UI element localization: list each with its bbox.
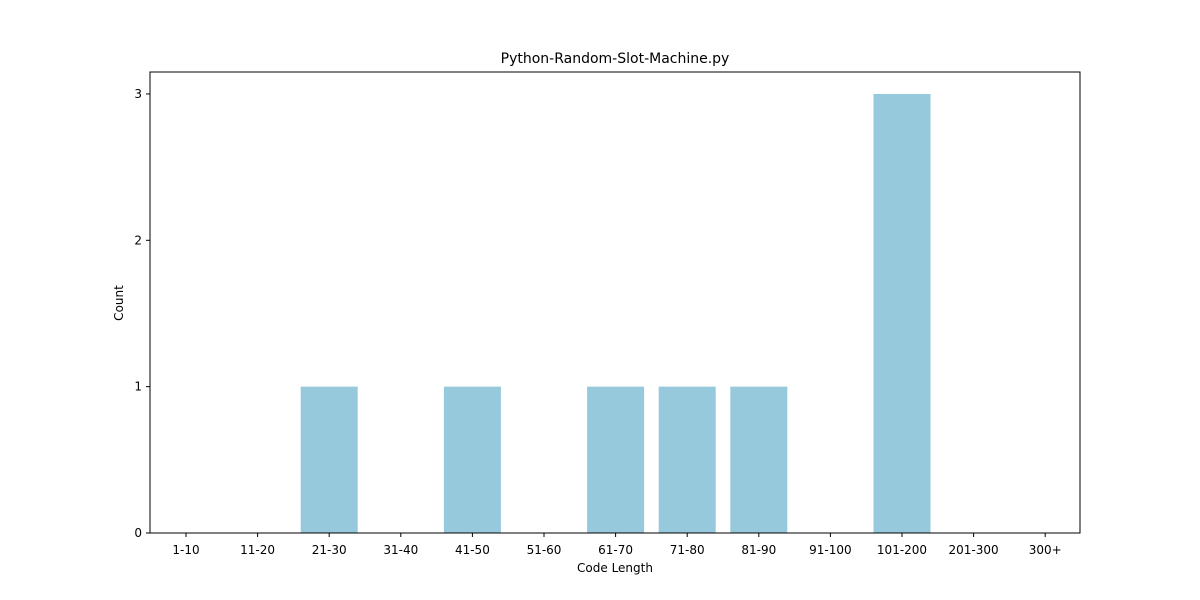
y-tick-label: 3 <box>134 87 142 101</box>
x-axis: 1-10 11-20 21-30 31-40 41-50 51-60 61-70 71-80 8… <box>172 533 1062 557</box>
x-tick-label: 201-300 <box>949 543 999 557</box>
chart-title: Python-Random-Slot-Machine.py <box>501 51 730 67</box>
bars-group <box>300 93 931 533</box>
bar-81-90 <box>730 386 788 533</box>
x-tick-label: 41-50 <box>455 543 490 557</box>
x-tick-label: 61-70 <box>598 543 633 557</box>
x-tick-label: 21-30 <box>312 543 347 557</box>
x-tick-label: 91-100 <box>809 543 852 557</box>
x-tick-label: 81-90 <box>741 543 776 557</box>
y-tick-label: 0 <box>134 526 142 540</box>
bar-101-200 <box>873 93 931 533</box>
y-tick-label: 1 <box>134 380 142 394</box>
bar-71-80 <box>658 386 716 533</box>
x-axis-label: Code Length <box>577 561 653 575</box>
x-tick-label: 11-20 <box>240 543 275 557</box>
bar-21-30 <box>300 386 358 533</box>
y-tick-label: 2 <box>134 233 142 247</box>
bar-61-70 <box>587 386 645 533</box>
bar-41-50 <box>443 386 501 533</box>
x-tick-label: 1-10 <box>172 543 199 557</box>
y-axis-label: Count <box>112 285 126 321</box>
plot-area-frame <box>149 71 1081 534</box>
y-axis: 0 1 2 3 <box>134 87 150 540</box>
x-tick-label: 101-200 <box>877 543 927 557</box>
x-tick-label: 300+ <box>1029 543 1062 557</box>
x-tick-label: 31-40 <box>383 543 418 557</box>
x-tick-label: 71-80 <box>670 543 705 557</box>
x-tick-label: 51-60 <box>527 543 562 557</box>
